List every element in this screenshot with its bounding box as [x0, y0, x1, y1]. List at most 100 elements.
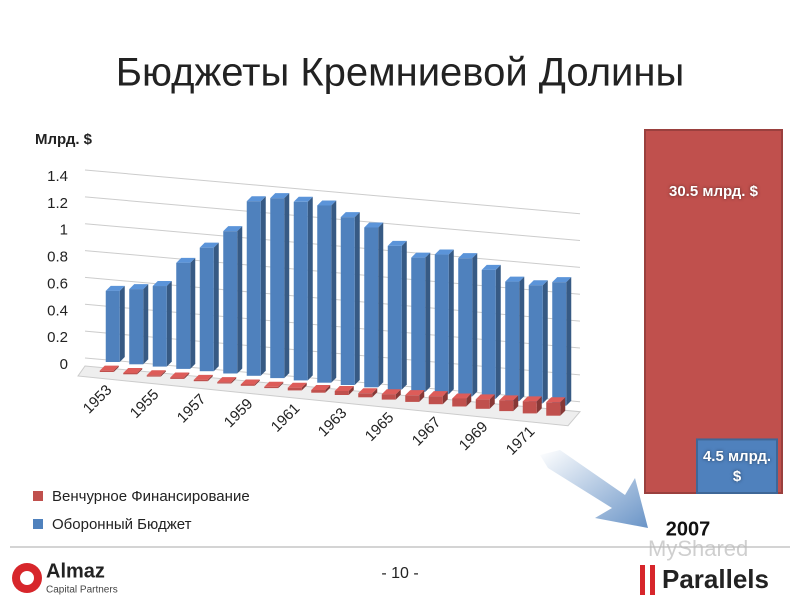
bar-side — [513, 395, 519, 412]
bar-side — [489, 394, 495, 409]
bar — [152, 286, 167, 367]
bar-side — [448, 249, 454, 395]
bar-side — [472, 253, 478, 397]
legend-swatch — [33, 519, 43, 529]
bar-side — [160, 370, 166, 377]
x-tick-label: 1957 — [174, 391, 210, 427]
y-tick-label: 1.4 — [47, 168, 68, 185]
bar-side — [466, 393, 472, 407]
bar-top — [223, 226, 243, 232]
bar-top — [264, 381, 284, 387]
bar — [552, 282, 567, 406]
bar-top — [434, 249, 454, 255]
bar-top — [146, 370, 166, 376]
bar-side — [307, 196, 313, 381]
bar-side — [260, 196, 266, 376]
bar — [644, 129, 783, 494]
bar-side — [190, 257, 196, 369]
bar — [481, 269, 496, 399]
bar — [287, 387, 302, 391]
bar-side — [231, 377, 237, 384]
bar-side — [566, 277, 572, 406]
bar-side — [166, 281, 172, 367]
bar-top — [199, 242, 219, 248]
bar-top — [522, 396, 542, 402]
x-tick-label: 1967 — [409, 414, 445, 450]
bar — [387, 245, 402, 390]
bar — [146, 375, 161, 377]
bar — [411, 257, 426, 392]
bar — [364, 227, 379, 388]
bar — [317, 205, 332, 383]
bar-side — [395, 389, 401, 400]
bar-side — [372, 388, 378, 398]
logo-right-icon — [640, 565, 645, 595]
page-number: - 10 - — [381, 565, 418, 582]
bar — [170, 377, 185, 379]
bar-top — [340, 212, 360, 218]
bar-side — [119, 285, 125, 362]
bar — [246, 201, 261, 376]
bar — [428, 396, 443, 405]
x-tick-label: 1963 — [315, 405, 351, 441]
bar-side — [419, 390, 425, 402]
y-tick-label: 0.6 — [47, 275, 68, 292]
x-tick-label: 1959 — [221, 395, 257, 431]
logo-right: Parallels — [662, 564, 769, 594]
bar-top — [129, 284, 149, 290]
bar-side — [401, 240, 407, 390]
bar-side — [284, 193, 290, 379]
x-tick-label: 1953 — [80, 382, 116, 418]
logo-right-icon — [650, 565, 655, 595]
bar — [223, 231, 238, 374]
bar — [270, 198, 285, 379]
bar-top — [170, 372, 190, 378]
bar-top — [358, 388, 378, 394]
bar-side — [207, 374, 213, 382]
legend-swatch — [33, 491, 43, 501]
bar-top — [246, 196, 266, 202]
bar — [696, 438, 778, 495]
logo-icon — [20, 571, 34, 585]
bar-top — [152, 281, 172, 287]
value-label: 30.5 млрд. $ — [669, 183, 758, 200]
bar-top — [311, 385, 331, 391]
y-tick-label: 0.8 — [47, 249, 68, 266]
slide-title: Бюджеты Кремниевой Долины — [116, 51, 684, 95]
bar — [334, 390, 349, 395]
bar-side — [113, 365, 119, 372]
bar-top — [475, 394, 495, 400]
bar-top — [381, 389, 401, 395]
bar-top — [387, 240, 407, 246]
legend-label: Оборонный Бюджет — [52, 516, 192, 533]
bar — [176, 262, 191, 369]
watermark: MyShared — [648, 536, 748, 561]
bar-top — [458, 253, 478, 259]
bar-side — [519, 276, 525, 402]
bar — [123, 372, 138, 375]
bar-side — [425, 252, 431, 392]
y-tick-label: 0.4 — [47, 302, 68, 319]
y-axis-label: Млрд. $ — [35, 131, 93, 148]
y-tick-label: 0.2 — [47, 329, 68, 346]
bar-top — [428, 391, 448, 397]
bar-top — [364, 222, 384, 228]
bar-top — [546, 397, 566, 403]
bar-side — [143, 284, 149, 365]
bar — [546, 402, 561, 416]
bar — [264, 386, 279, 389]
bar — [458, 258, 473, 397]
x-tick-label: 1965 — [362, 409, 398, 445]
bar-top — [411, 252, 431, 258]
y-tick-label: 1 — [60, 222, 68, 239]
bar-side — [213, 242, 219, 372]
bar-top — [270, 193, 290, 199]
bar — [217, 382, 232, 384]
logo-left: Almaz — [46, 560, 105, 582]
bar-top — [552, 277, 572, 283]
bar — [240, 384, 255, 386]
arrow — [540, 450, 648, 528]
bar — [381, 394, 396, 400]
x-tick-label: 1955 — [127, 386, 163, 422]
bar-top — [217, 377, 237, 383]
